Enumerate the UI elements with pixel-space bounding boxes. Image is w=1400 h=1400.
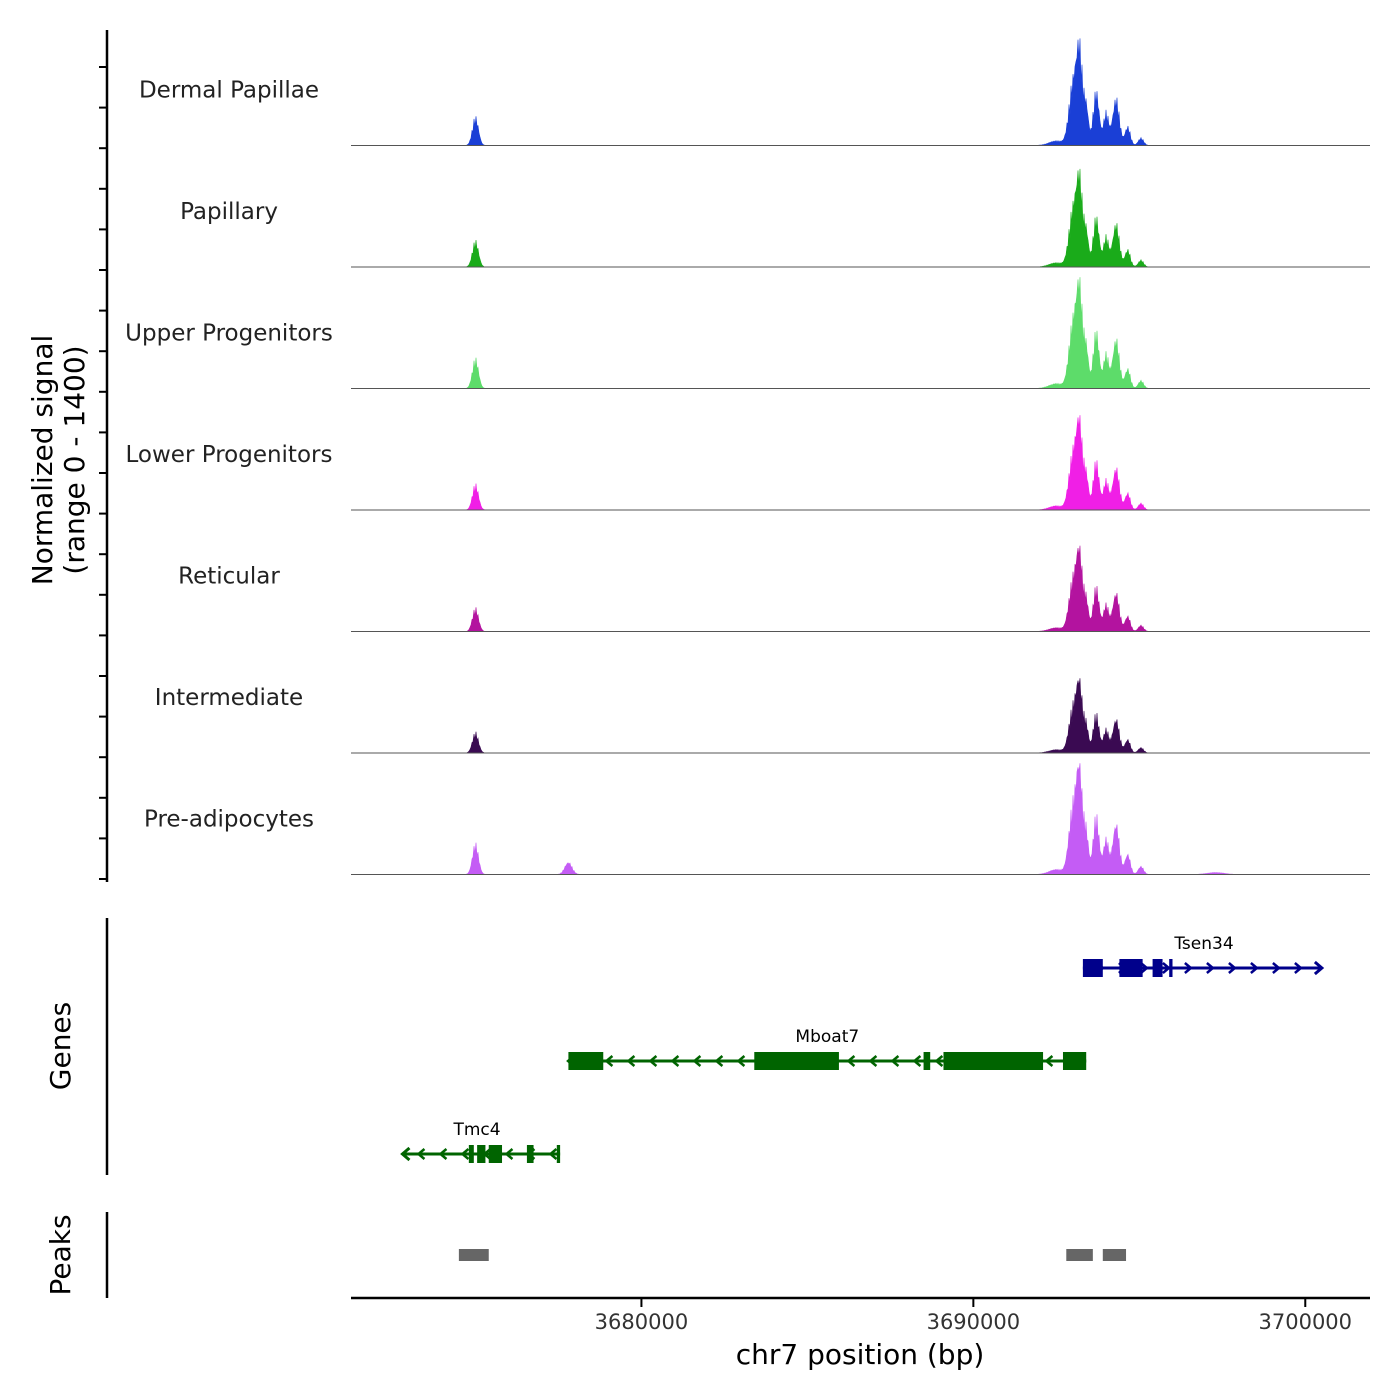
- coverage-tracks: Dermal Papillae Papillary Upper Progenitor…: [125, 38, 1370, 875]
- gene-annotations: Tsen34 Mboat7 Tmc4: [400, 934, 1325, 1163]
- gene-tmc4: Tmc4: [400, 1120, 561, 1163]
- strand-arrow: [1250, 962, 1259, 974]
- exon: [1082, 959, 1103, 977]
- strand-arrow: [846, 1055, 856, 1067]
- x-tick-label: 3690000: [927, 1310, 1021, 1334]
- track-label: Papillary: [180, 199, 278, 225]
- strand-arrow: [1206, 962, 1215, 974]
- gene-label: Tsen34: [1173, 934, 1233, 954]
- exon: [943, 1052, 1044, 1070]
- strand-arrow: [504, 1148, 514, 1160]
- strand-arrow: [934, 1055, 944, 1067]
- strand-arrow: [1162, 962, 1171, 974]
- strand-arrow: [692, 1055, 702, 1067]
- exon: [1169, 959, 1173, 977]
- x-tick-label: 3700000: [1259, 1310, 1353, 1334]
- x-tick-label: 3680000: [595, 1310, 689, 1334]
- strand-arrow: [890, 1055, 900, 1067]
- peak-regions: [458, 1249, 1127, 1261]
- track-intermediate: Intermediate: [155, 678, 1370, 754]
- gene-mboat7: Mboat7: [566, 1027, 1087, 1070]
- strand-arrow: [438, 1148, 448, 1160]
- track-label: Pre-adipocytes: [144, 807, 314, 833]
- peak-region: [1102, 1249, 1127, 1261]
- strand-arrow: [736, 1055, 746, 1067]
- strand-arrow: [1140, 962, 1149, 974]
- strand-arrow: [670, 1055, 680, 1067]
- track-pre-adipocytes: Pre-adipocytes: [144, 763, 1370, 875]
- coverage-area: [351, 277, 1370, 389]
- exon: [468, 1145, 474, 1163]
- exon: [556, 1145, 561, 1163]
- gene-label: Mboat7: [795, 1027, 859, 1047]
- strand-arrow: [714, 1055, 724, 1067]
- track-papillary: Papillary: [180, 168, 1370, 268]
- coverage-y-subtitle: (range 0 - 1400): [58, 345, 91, 574]
- strand-arrow: [912, 1055, 922, 1067]
- coverage-area: [351, 678, 1370, 754]
- peak-region: [458, 1249, 489, 1261]
- coverage-y-title: Normalized signal: [26, 335, 59, 586]
- coverage-area: [351, 763, 1370, 875]
- strand-arrow: [626, 1055, 636, 1067]
- exon: [1119, 959, 1143, 977]
- x-axis-ticks: 3680000 3690000 3700000: [595, 1298, 1352, 1334]
- strand-arrow: [400, 1146, 411, 1162]
- strand-arrow: [1228, 962, 1237, 974]
- coverage-area: [351, 545, 1370, 632]
- strand-arrow: [604, 1055, 614, 1067]
- strand-arrow: [648, 1055, 658, 1067]
- track-lower-progenitors: Lower Progenitors: [126, 415, 1370, 511]
- coverage-area: [351, 38, 1370, 146]
- peaks-panel-title: Peaks: [44, 1214, 77, 1295]
- strand-arrow: [548, 1148, 558, 1160]
- track-label: Upper Progenitors: [125, 321, 333, 347]
- strand-arrow: [1184, 962, 1193, 974]
- coverage-area: [351, 415, 1370, 511]
- exon: [526, 1145, 534, 1163]
- track-label: Lower Progenitors: [126, 442, 333, 468]
- track-label: Dermal Papillae: [139, 78, 319, 104]
- track-label: Reticular: [178, 564, 280, 590]
- gene-tsen34: Tsen34: [1082, 934, 1325, 977]
- strand-arrow: [1044, 1055, 1054, 1067]
- x-axis-title: chr7 position (bp): [736, 1338, 985, 1371]
- track-label: Intermediate: [155, 685, 303, 711]
- strand-arrow: [460, 1148, 470, 1160]
- exon: [1152, 959, 1163, 977]
- coverage-y-ticks: [99, 66, 107, 880]
- strand-arrow: [1294, 962, 1303, 974]
- track-reticular: Reticular: [178, 545, 1370, 632]
- exon: [477, 1145, 486, 1163]
- strand-arrow: [416, 1148, 426, 1160]
- exon: [488, 1145, 503, 1163]
- exon: [923, 1052, 931, 1070]
- peak-region: [1066, 1249, 1093, 1261]
- exon: [1062, 1052, 1087, 1070]
- strand-arrow: [1272, 962, 1281, 974]
- genes-panel-title: Genes: [44, 1002, 77, 1090]
- exon: [754, 1052, 839, 1070]
- strand-arrow: [1313, 960, 1325, 976]
- track-dermal-papillae: Dermal Papillae: [139, 38, 1370, 146]
- exon: [568, 1052, 604, 1070]
- coverage-area: [351, 168, 1370, 268]
- track-upper-progenitors: Upper Progenitors: [125, 277, 1370, 389]
- gene-label: Tmc4: [452, 1120, 500, 1140]
- strand-arrow: [868, 1055, 878, 1067]
